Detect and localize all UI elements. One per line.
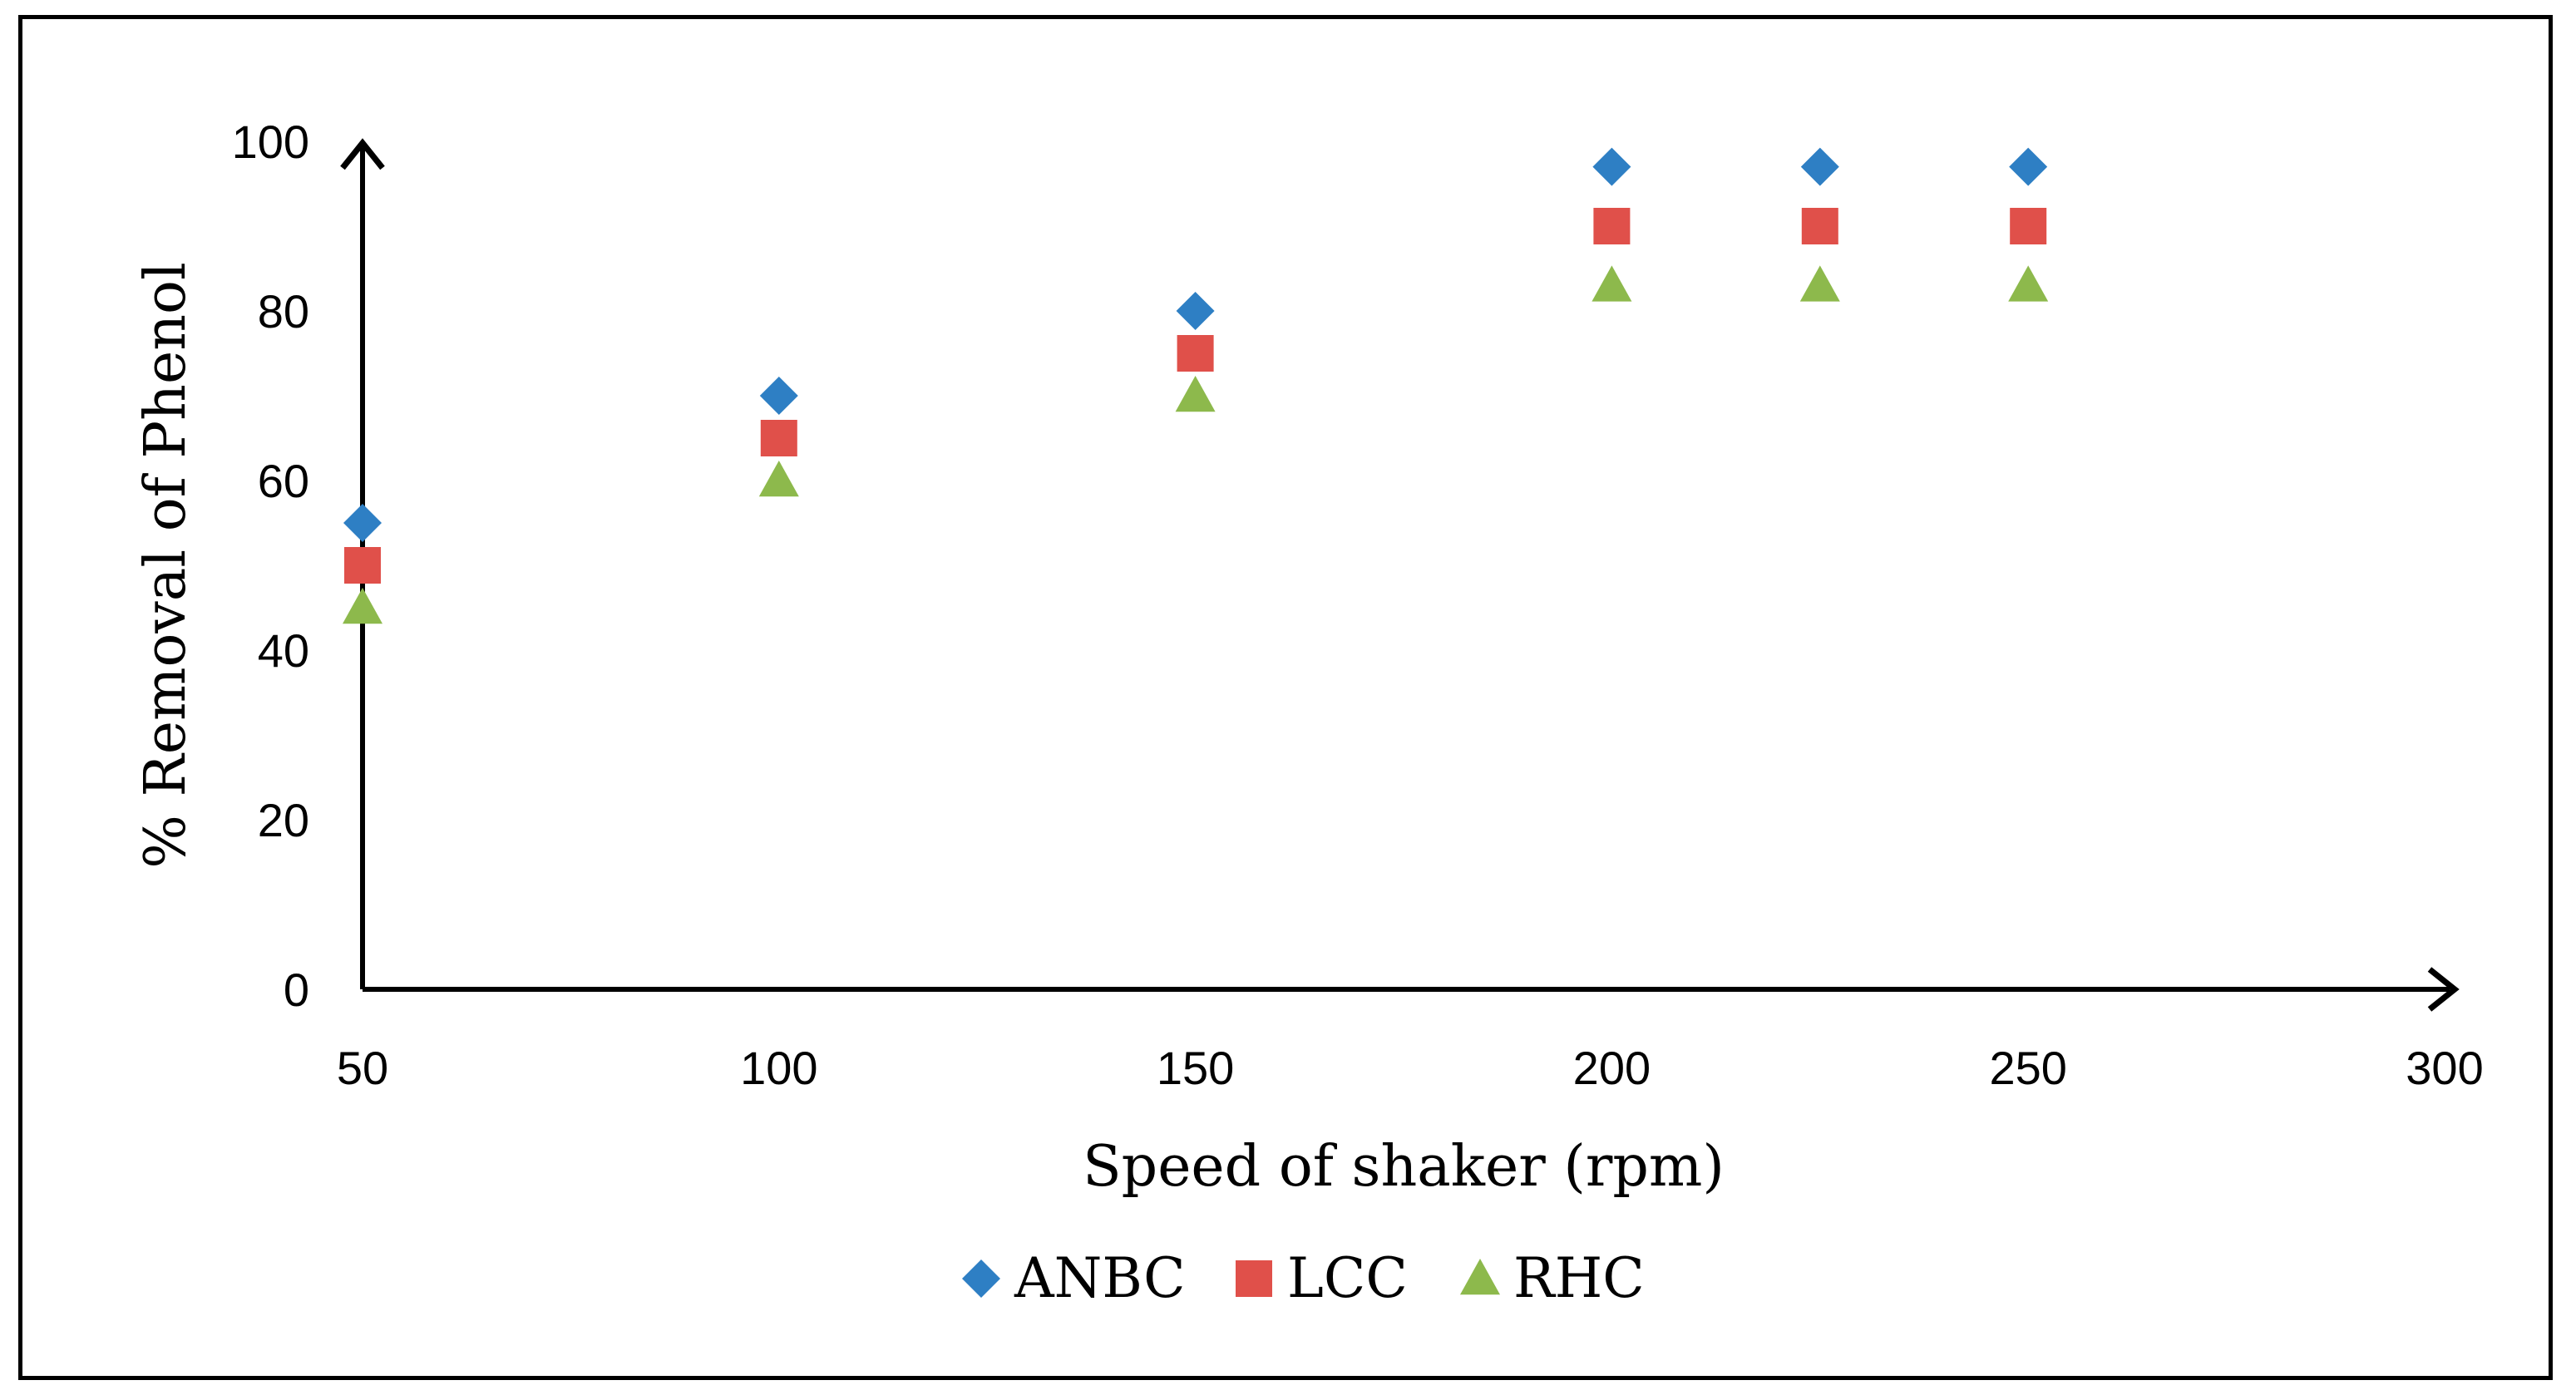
x-tick-label: 250	[1989, 1042, 2066, 1094]
x-tick-label: 300	[2406, 1042, 2483, 1094]
legend: ANBC LCC RHC	[962, 1246, 1645, 1310]
legend-label-anbc: ANBC	[1014, 1246, 1186, 1310]
anbc-point	[2009, 147, 2048, 186]
legend-marker-lcc	[1236, 1260, 1272, 1297]
anbc-point	[1176, 292, 1215, 330]
data-points	[343, 147, 2049, 624]
x-tick-label: 100	[740, 1042, 817, 1094]
rhc-point	[1175, 376, 1216, 412]
legend-marker-anbc	[962, 1260, 1000, 1298]
y-tick-label: 100	[232, 116, 309, 168]
rhc-point	[343, 588, 382, 624]
y-tick-labels: 0 20 40 60 80 100	[232, 116, 309, 1016]
anbc-point	[1800, 147, 1839, 186]
y-tick-label: 60	[258, 455, 309, 507]
chart-frame	[18, 15, 2553, 1380]
x-tick-labels: 50 100 150 200 250 300	[337, 1042, 2484, 1094]
lcc-point	[760, 420, 797, 456]
lcc-point	[1593, 208, 1631, 244]
anbc-point	[759, 377, 798, 415]
rhc-point	[1799, 265, 1840, 302]
lcc-point	[344, 547, 381, 584]
y-tick-label: 80	[258, 285, 309, 338]
lcc-point	[1177, 335, 1214, 372]
legend-label-lcc: LCC	[1287, 1246, 1408, 1310]
y-tick-label: 40	[258, 624, 309, 677]
y-axis-title: % Removal of Phenol	[133, 262, 199, 868]
y-tick-label: 20	[258, 794, 309, 846]
legend-label-rhc: RHC	[1513, 1246, 1645, 1310]
rhc-point	[1591, 265, 1632, 302]
legend-marker-rhc	[1460, 1259, 1500, 1295]
lcc-point	[1801, 208, 1838, 244]
x-tick-label: 200	[1573, 1042, 1651, 1094]
anbc-point	[1592, 147, 1631, 186]
rhc-point	[758, 461, 799, 497]
anbc-point	[343, 504, 382, 542]
x-axis-title: Speed of shaker (rpm)	[1083, 1134, 1725, 1200]
x-tick-label: 150	[1157, 1042, 1234, 1094]
lcc-point	[2010, 208, 2047, 244]
rhc-point	[2008, 265, 2049, 302]
y-tick-label: 0	[284, 964, 309, 1016]
x-tick-label: 50	[337, 1042, 388, 1094]
